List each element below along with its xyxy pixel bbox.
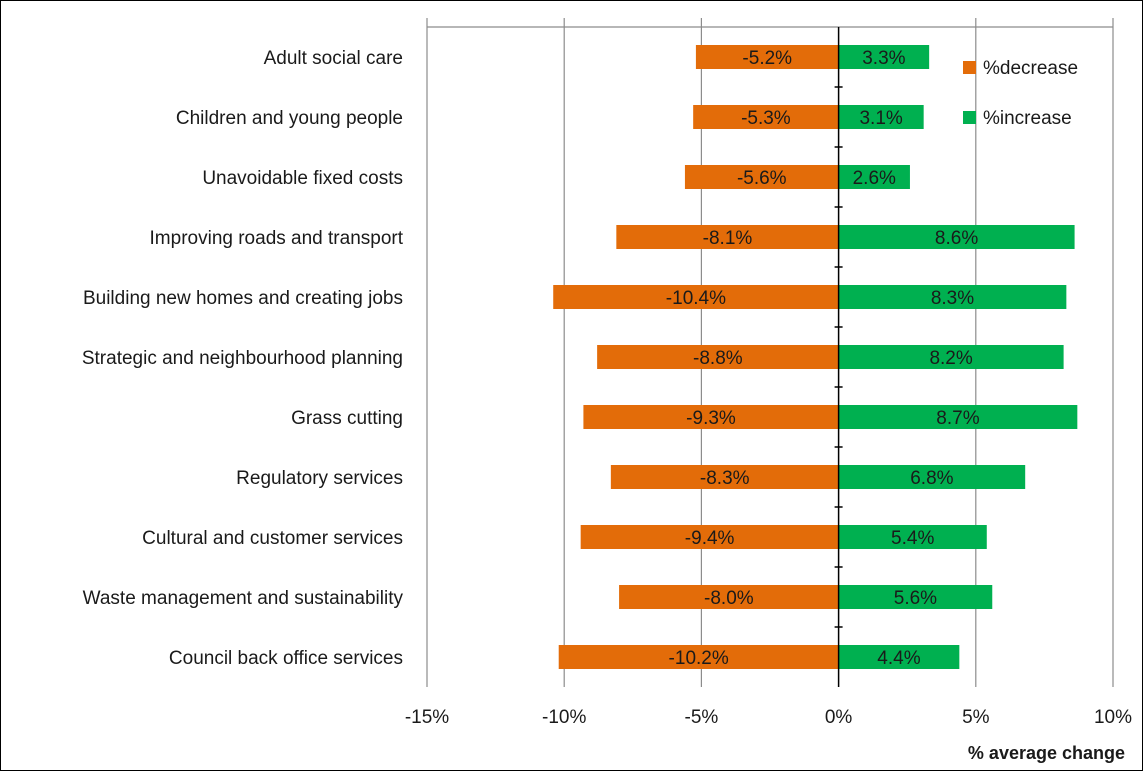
- category-label-1: Children and young people: [176, 108, 403, 129]
- category-label-5: Strategic and neighbourhood planning: [82, 348, 403, 369]
- data-label-decrease-7: -8.3%: [700, 468, 750, 489]
- bar-increase-7: [838, 465, 1026, 489]
- category-label-10: Council back office services: [169, 648, 403, 669]
- data-label-decrease-4: -10.4%: [666, 288, 726, 309]
- bars: [553, 45, 1078, 669]
- bar-decrease-5: [597, 345, 839, 369]
- bar-increase-5: [838, 345, 1064, 369]
- bar-decrease-4: [553, 285, 839, 309]
- data-label-increase-6: 8.7%: [936, 408, 979, 429]
- data-label-decrease-1: -5.3%: [741, 108, 791, 129]
- data-label-decrease-10: -10.2%: [669, 648, 729, 669]
- x-tick-label-3: 0%: [825, 707, 853, 728]
- bar-increase-3: [838, 225, 1075, 249]
- legend-increase-swatch: [963, 111, 976, 124]
- bar-increase-4: [838, 285, 1067, 309]
- category-label-0: Adult social care: [264, 48, 403, 69]
- legend-increase-label: %increase: [983, 108, 1072, 129]
- legend-decrease-label: %decrease: [983, 58, 1078, 79]
- legend: %decrease %increase: [963, 58, 1078, 129]
- category-label-4: Building new homes and creating jobs: [83, 288, 403, 309]
- bar-increase-9: [838, 585, 993, 609]
- category-label-7: Regulatory services: [236, 468, 403, 489]
- bar-decrease-0: [695, 45, 839, 69]
- bar-decrease-6: [583, 405, 839, 429]
- data-label-increase-9: 5.6%: [894, 588, 937, 609]
- data-label-increase-2: 2.6%: [853, 168, 896, 189]
- bar-increase-1: [838, 105, 924, 129]
- bar-decrease-8: [580, 525, 839, 549]
- data-label-increase-0: 3.3%: [862, 48, 905, 69]
- bar-decrease-1: [693, 105, 839, 129]
- bar-increase-10: [838, 645, 960, 669]
- x-tick-label-0: -15%: [405, 707, 449, 728]
- gridlines: [426, 18, 1114, 687]
- category-label-6: Grass cutting: [291, 408, 403, 429]
- data-label-increase-1: 3.1%: [859, 108, 902, 129]
- data-label-increase-7: 6.8%: [910, 468, 953, 489]
- category-label-2: Unavoidable fixed costs: [202, 168, 403, 189]
- data-label-decrease-9: -8.0%: [704, 588, 754, 609]
- labels: -5.2% 3.3% Adult social care -5.3% 3.1% Child…: [82, 48, 980, 669]
- data-label-decrease-3: -8.1%: [703, 228, 753, 249]
- bar-increase-2: [838, 165, 910, 189]
- axes: -15% -10% -5% 0% 5% 10% % average change: [405, 27, 1132, 763]
- bar-increase-6: [838, 405, 1078, 429]
- data-label-increase-5: 8.2%: [929, 348, 972, 369]
- bar-decrease-9: [619, 585, 839, 609]
- bar-decrease-10: [558, 645, 839, 669]
- category-label-8: Cultural and customer services: [142, 528, 403, 549]
- category-label-3: Improving roads and transport: [150, 228, 404, 249]
- data-label-decrease-5: -8.8%: [693, 348, 743, 369]
- x-axis-title: % average change: [968, 743, 1125, 763]
- x-tick-label-1: -10%: [542, 707, 586, 728]
- data-label-increase-10: 4.4%: [877, 648, 920, 669]
- data-label-increase-3: 8.6%: [935, 228, 978, 249]
- bar-decrease-3: [616, 225, 839, 249]
- data-label-decrease-8: -9.4%: [685, 528, 735, 549]
- category-label-9: Waste management and sustainability: [83, 588, 404, 609]
- legend-decrease-swatch: [963, 61, 976, 74]
- data-label-decrease-2: -5.6%: [737, 168, 787, 189]
- bar-decrease-2: [684, 165, 839, 189]
- x-tick-label-5: 10%: [1094, 707, 1132, 728]
- bar-decrease-7: [610, 465, 839, 489]
- data-label-increase-4: 8.3%: [931, 288, 974, 309]
- data-label-decrease-6: -9.3%: [686, 408, 736, 429]
- x-tick-label-4: 5%: [962, 707, 990, 728]
- data-label-decrease-0: -5.2%: [742, 48, 792, 69]
- bar-increase-0: [838, 45, 930, 69]
- data-label-increase-8: 5.4%: [891, 528, 934, 549]
- bar-increase-8: [838, 525, 987, 549]
- x-tick-label-2: -5%: [685, 707, 719, 728]
